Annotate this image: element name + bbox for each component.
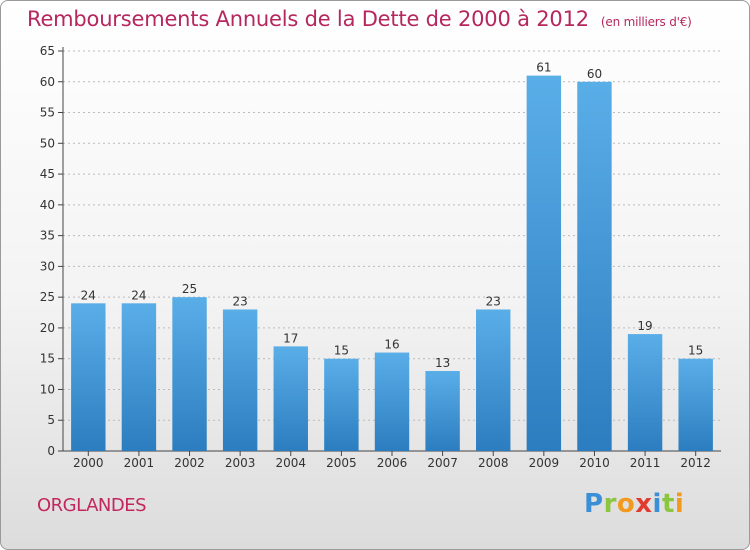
y-tick-label: 35 xyxy=(40,229,55,243)
logo-letter: i xyxy=(652,489,662,519)
bar-2004 xyxy=(273,346,308,451)
data-label: 13 xyxy=(435,356,450,370)
y-tick-label: 15 xyxy=(40,352,55,366)
bar-2001 xyxy=(121,303,157,451)
bar-2006 xyxy=(374,352,410,451)
y-tick-label: 55 xyxy=(40,106,55,120)
y-tick-label: 40 xyxy=(40,198,55,212)
y-tick-label: 10 xyxy=(40,382,55,396)
logo-letter: P xyxy=(584,489,604,519)
bars xyxy=(71,75,713,452)
y-tick-label: 0 xyxy=(47,444,55,458)
data-label: 25 xyxy=(182,282,197,296)
bar-2011 xyxy=(627,334,663,451)
data-label: 61 xyxy=(536,61,551,75)
chart-title: Remboursements Annuels de la Dette de 20… xyxy=(27,7,692,31)
x-tick-label: 2009 xyxy=(529,456,560,470)
x-tick-label: 2005 xyxy=(326,456,357,470)
bar-2012 xyxy=(678,358,713,451)
x-tick-label: 2007 xyxy=(427,456,458,470)
bar-2007 xyxy=(425,371,460,451)
x-tick-label: 2000 xyxy=(73,456,104,470)
bar-2010 xyxy=(577,81,612,452)
y-tick-label: 65 xyxy=(40,44,55,58)
x-tick-label: 2004 xyxy=(275,456,306,470)
bar-2008 xyxy=(476,309,511,451)
bar-2003 xyxy=(222,309,258,451)
bar-2002 xyxy=(172,297,207,451)
logo-letter: r xyxy=(603,489,617,519)
chart-title-text: Remboursements Annuels de la Dette de 20… xyxy=(27,7,589,31)
x-tick-label: 2010 xyxy=(579,456,610,470)
data-label: 23 xyxy=(486,294,501,308)
data-label: 15 xyxy=(334,344,349,358)
y-tick-label: 5 xyxy=(47,413,55,427)
x-tick-label: 2001 xyxy=(124,456,155,470)
x-tick-label: 2002 xyxy=(174,456,205,470)
data-label: 15 xyxy=(688,344,703,358)
bar-2005 xyxy=(324,358,359,451)
logo-letter: t xyxy=(661,489,675,519)
town-name: ORGLANDES xyxy=(37,495,147,516)
y-tick-label: 60 xyxy=(40,75,55,89)
y-tick-label: 25 xyxy=(40,290,55,304)
data-label: 16 xyxy=(384,338,399,352)
x-tick-label: 2006 xyxy=(377,456,408,470)
data-label: 19 xyxy=(637,319,652,333)
x-tick-label: 2011 xyxy=(630,456,661,470)
data-label: 60 xyxy=(587,67,602,81)
logo-letter: i xyxy=(674,489,685,519)
y-tick-label: 30 xyxy=(40,259,55,273)
logo-letter: x xyxy=(635,489,653,519)
data-label: 24 xyxy=(81,288,96,302)
bar-2009 xyxy=(526,75,562,451)
x-tick-label: 2012 xyxy=(680,456,711,470)
proxiti-logo: Proxiti xyxy=(584,489,684,519)
x-tick-label: 2003 xyxy=(225,456,256,470)
data-label: 17 xyxy=(283,331,298,345)
data-label: 24 xyxy=(131,288,146,302)
y-tick-label: 20 xyxy=(40,321,55,335)
logo-letter: o xyxy=(616,489,636,519)
bar-2000 xyxy=(71,303,106,451)
y-tick-label: 45 xyxy=(40,167,55,181)
data-labels: 24 24 25 23 17 15 16 13 23 61 60 19 15 xyxy=(81,61,704,370)
x-tick-label: 2008 xyxy=(478,456,509,470)
y-tick-label: 50 xyxy=(40,136,55,150)
chart-subtitle: (en milliers d'€) xyxy=(600,15,692,29)
data-label: 23 xyxy=(233,294,248,308)
